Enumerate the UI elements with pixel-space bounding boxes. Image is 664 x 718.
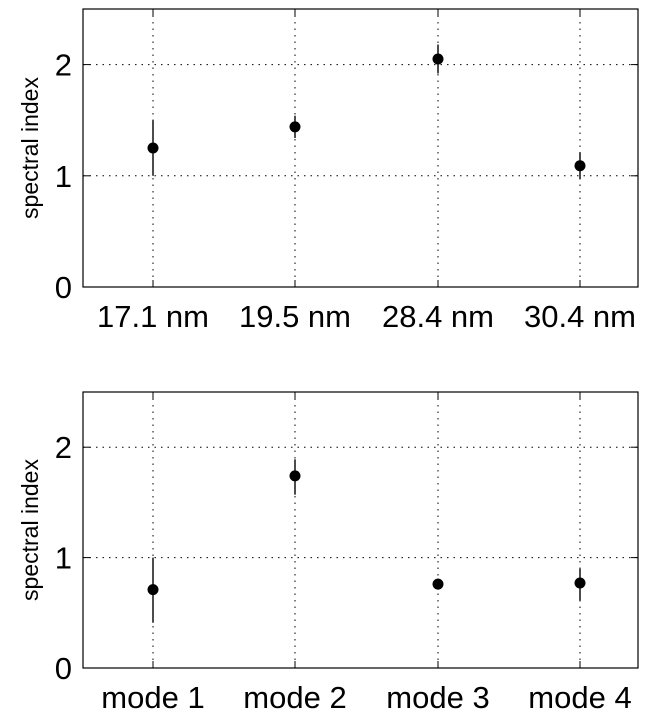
panel-1-data-point-1 — [147, 142, 159, 154]
panel-1-ylabel: spectral index — [17, 77, 43, 219]
panel-2-category-label-1: mode 1 — [101, 680, 204, 715]
panel-1-data-point-3 — [432, 53, 444, 65]
panel-1-ytick-label-2: 1 — [55, 159, 72, 194]
panel-2-category-label-4: mode 4 — [528, 680, 631, 715]
panel-2-data-point-2 — [289, 470, 301, 482]
panel-1-ytick-label-3: 2 — [55, 48, 72, 83]
panel-1-ytick-label-1: 0 — [55, 270, 72, 305]
panel-2-category-label-2: mode 2 — [243, 680, 346, 715]
panel-2-category-label-3: mode 3 — [386, 680, 489, 715]
panel-1-category-label-2: 19.5 nm — [239, 299, 351, 334]
panel-2-axes-frame — [82, 391, 639, 669]
panel-2-ytick-label-1: 0 — [55, 651, 72, 686]
panel-1-category-label-1: 17.1 nm — [97, 299, 209, 334]
panel-2-ylabel: spectral index — [17, 459, 43, 601]
panel-2-ytick-label-3: 2 — [55, 430, 72, 465]
panel-1-category-label-4: 30.4 nm — [524, 299, 636, 334]
panel-2-data-point-4 — [574, 577, 586, 589]
panel-1-data-point-4 — [574, 160, 586, 172]
panel-2-data-point-3 — [432, 578, 444, 590]
panel-1-data-point-2 — [289, 121, 301, 133]
panel-2-ytick-label-2: 1 — [55, 541, 72, 576]
panel-1-category-label-3: 28.4 nm — [382, 299, 494, 334]
panel-2-data-point-1 — [147, 584, 159, 596]
panel-1-axes-frame — [82, 8, 639, 288]
